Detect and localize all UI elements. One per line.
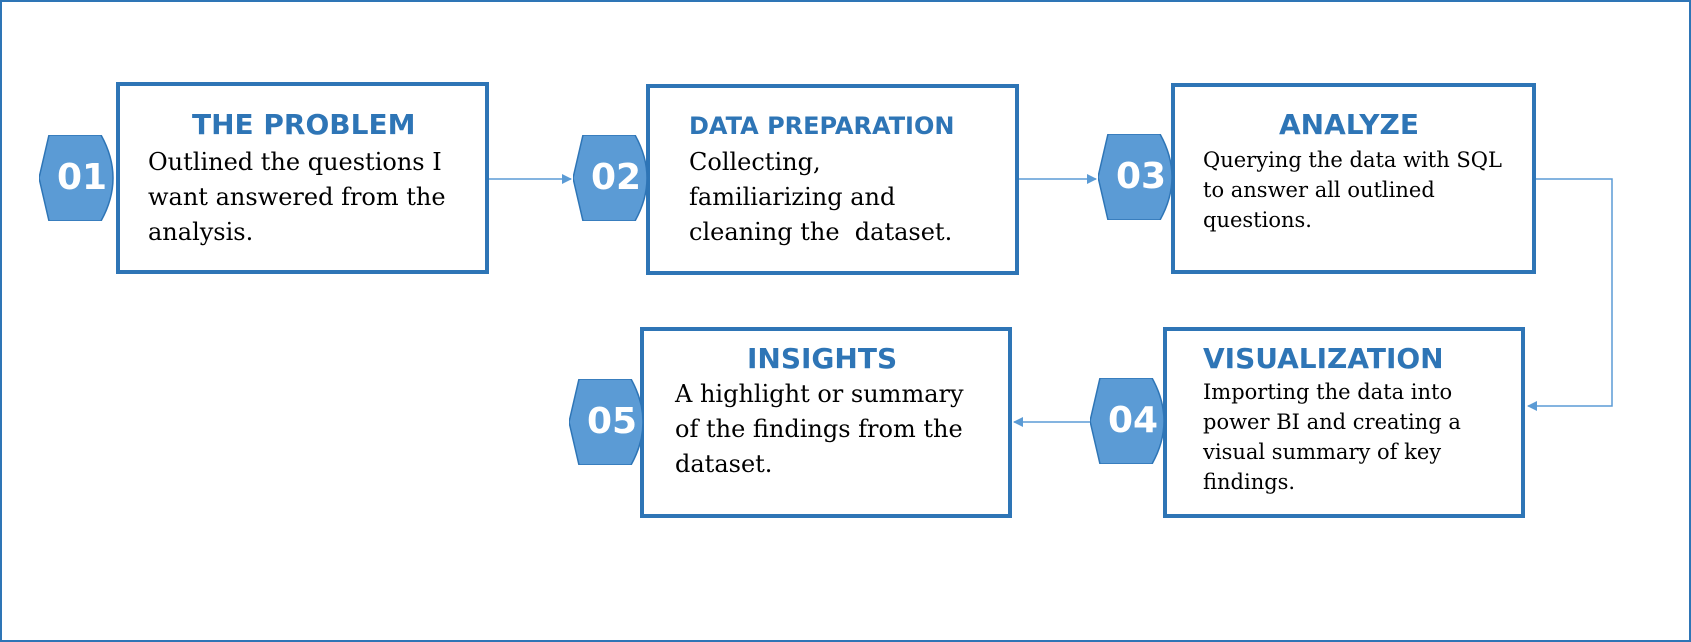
step-number-badge: 05 [569,379,655,465]
step-card-the-problem [116,82,489,274]
step-description-line: familiarizing and [689,183,896,211]
step-card-insights [640,327,1012,518]
step-card-data-preparation [646,84,1019,275]
step-description-line: A highlight or summary [675,380,964,408]
step-card-visualization [1163,327,1525,518]
step-description-line: power BI and creating a [1203,410,1461,434]
step-description-line: visual summary of key [1203,440,1442,464]
step-description-line: Collecting, [689,148,821,176]
step-number-badge: 04 [1090,378,1176,464]
step-description-line: questions. [1203,208,1312,232]
step-description-line: of the findings from the [675,415,963,443]
step-title: THE PROBLEM [192,108,416,141]
step-title: INSIGHTS [747,342,898,375]
step-description: Outlined the questions I want answered f… [148,145,446,250]
step-number: 03 [1115,156,1167,197]
step-title: VISUALIZATION [1203,342,1444,375]
step-description: A highlight or summary of the findings f… [675,377,964,482]
step-title: DATA PREPARATION [689,112,955,140]
step-description-line: analysis. [148,218,254,246]
step-card-analyze [1171,83,1536,274]
step-description: Importing the data into power BI and cre… [1203,377,1461,497]
step-description-line: to answer all outlined [1203,178,1435,202]
hexagon-badge-shape [1098,134,1173,220]
step-description-line: Importing the data into [1203,380,1453,404]
step-description: Querying the data with SQL to answer all… [1203,145,1502,235]
hexagon-badge-shape [569,379,644,465]
connector-3-to-4 [1527,178,1613,411]
step-description-line: findings. [1203,470,1296,494]
step-description-line: cleaning the dataset. [689,218,953,246]
step-number: 01 [56,157,108,198]
step-number: 04 [1107,400,1159,441]
step-number-badge: 02 [573,135,659,221]
hexagon-badge-shape [39,135,114,221]
step-number-badge: 03 [1098,134,1184,220]
hexagon-badge-shape [1090,378,1165,464]
step-title: ANALYZE [1279,108,1419,141]
step-number-badge: 01 [39,135,125,221]
step-description: Collecting, familiarizing and cleaning t… [689,145,952,250]
step-description-line: dataset. [675,450,773,478]
step-number: 02 [590,157,642,198]
step-number: 05 [586,401,638,442]
step-description-line: want answered from the [148,183,446,211]
step-description-line: Querying the data with SQL [1203,148,1502,172]
hexagon-badge-shape [573,135,648,221]
step-description-line: Outlined the questions I [148,148,442,176]
